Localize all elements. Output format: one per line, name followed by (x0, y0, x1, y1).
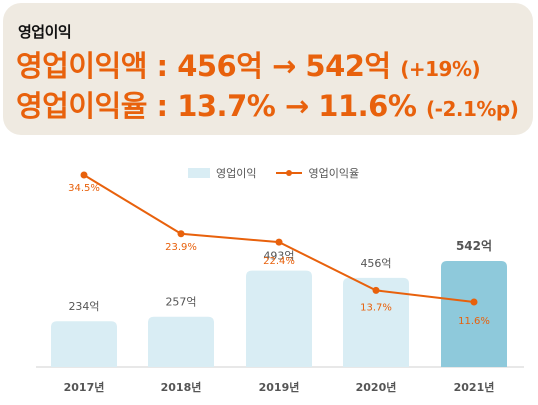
summary-title: 영업이익 (18, 23, 72, 41)
x-tick-label: 2019년 (259, 380, 300, 394)
x-tick-label: 2020년 (356, 380, 397, 394)
margin-rate-point (177, 230, 185, 238)
bar-value-label: 234억 (68, 300, 99, 313)
legend-bar-label: 영업이익 (216, 167, 257, 180)
bar-value-label: 542억 (456, 239, 492, 253)
bar-2017년 (51, 321, 117, 367)
margin-rate-point (275, 238, 283, 246)
chart-legend: 영업이익 영업이익율 (188, 165, 359, 181)
bar-value-label: 493억 (263, 250, 294, 263)
operating-margin-change: (-2.1%p) (426, 97, 519, 121)
operating-margin-line: 영업이익율 : 13.7% → 11.6% (-2.1%p) (16, 83, 519, 125)
x-tick-label: 2018년 (161, 380, 202, 394)
summary-box: 영업이익 영업이익액 : 456억 → 542억 (+19%) 영업이익율 : … (3, 3, 533, 135)
margin-rate-point (470, 298, 478, 306)
operating-profit-change: (+19%) (400, 57, 481, 81)
legend-bar-swatch (188, 168, 210, 178)
x-tick-label: 2021년 (454, 380, 495, 394)
legend-line-swatch (276, 168, 303, 178)
margin-rate-point (372, 286, 380, 294)
legend-line-label: 영업이익율 (308, 167, 360, 180)
bar-2019년 (246, 270, 312, 367)
operating-margin-text: 영업이익율 : 13.7% → 11.6% (16, 89, 417, 123)
bar-value-label: 257억 (165, 296, 196, 309)
margin-rate-label: 34.5% (68, 183, 100, 194)
bar-value-label: 456억 (360, 257, 391, 270)
margin-rate-label: 23.9% (165, 242, 197, 253)
bar-2021년 (441, 261, 507, 367)
margin-rate-label: 13.7% (360, 302, 392, 313)
bar-2018년 (148, 316, 214, 367)
x-tick-label: 2017년 (64, 380, 105, 394)
operating-profit-amount-text: 영업이익액 : 456억 → 542억 (16, 49, 391, 83)
margin-rate-label: 11.6% (458, 316, 490, 327)
operating-profit-amount-line: 영업이익액 : 456억 → 542억 (+19%) (16, 43, 481, 85)
margin-rate-point (80, 171, 88, 179)
bar-2020년 (343, 277, 409, 367)
margin-rate-label: 22.4% (263, 256, 295, 267)
